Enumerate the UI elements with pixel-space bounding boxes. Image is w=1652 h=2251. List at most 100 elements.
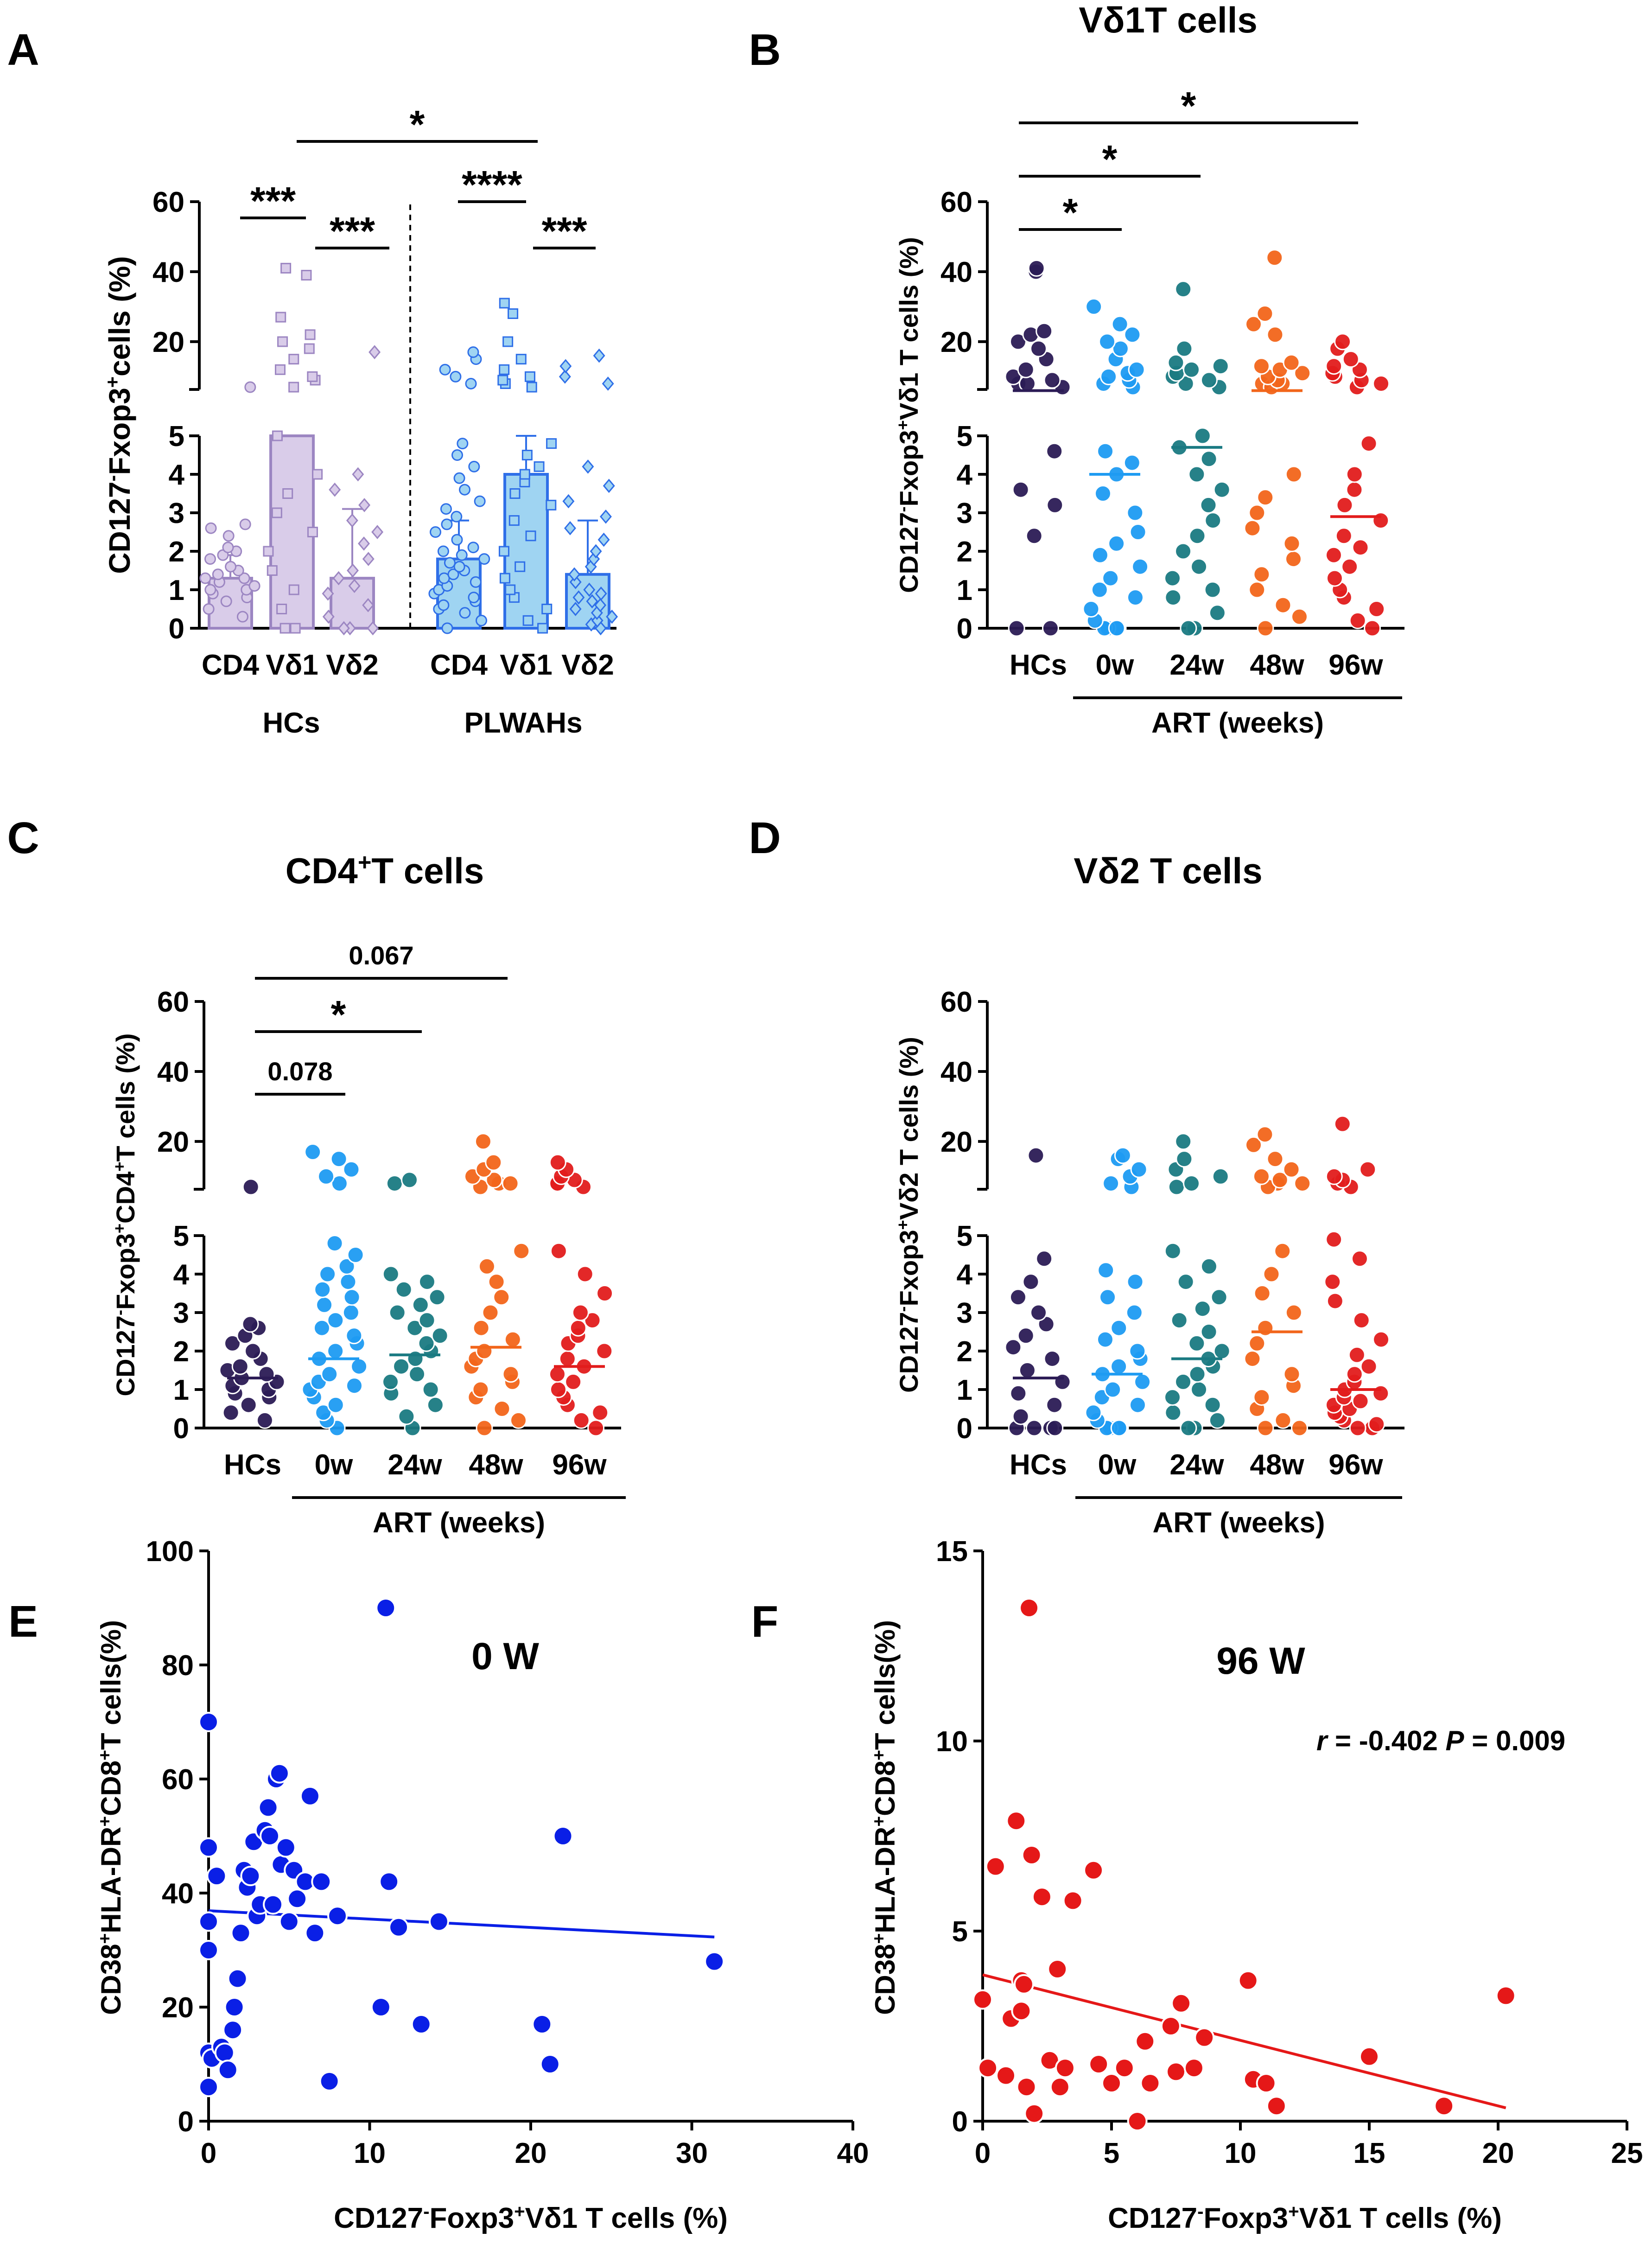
data-point [1336, 496, 1353, 514]
data-point [327, 1906, 348, 1926]
data-point [352, 467, 364, 482]
data-point [1099, 333, 1116, 351]
y-tick-label: 5 [173, 1220, 189, 1252]
data-point [1204, 581, 1221, 599]
data-point [1135, 2031, 1156, 2052]
data-point [465, 377, 477, 389]
data-point [1283, 354, 1300, 371]
y-tick-label: 40 [940, 1056, 972, 1088]
data-point [474, 495, 486, 507]
data-point [1134, 1373, 1151, 1390]
data-point [272, 430, 283, 441]
x-tick-label: 0 [975, 2137, 991, 2169]
data-point [1335, 527, 1353, 545]
data-point [1022, 1273, 1040, 1291]
data-point [362, 552, 375, 566]
data-point [1352, 1392, 1369, 1410]
data-point [1127, 2111, 1148, 2131]
data-point [1256, 1126, 1274, 1143]
data-point [474, 1133, 492, 1150]
data-point [453, 472, 465, 484]
data-point [451, 510, 463, 523]
data-point [276, 604, 287, 614]
data-point [1017, 1327, 1035, 1345]
y-tick-label: 5 [169, 421, 184, 453]
y-tick-label: 2 [173, 1336, 189, 1368]
data-point [1266, 1150, 1284, 1168]
data-point [1030, 340, 1048, 357]
y-tick-label: 5 [952, 1916, 968, 1948]
data-point [263, 1894, 283, 1915]
data-point [312, 469, 323, 480]
chart-title: CD4+T cells [286, 849, 484, 892]
data-point [319, 1265, 337, 1283]
data-point [1175, 340, 1193, 357]
data-point [509, 1411, 527, 1429]
y-tick-label: 2 [957, 536, 972, 568]
data-point [704, 1951, 725, 1972]
data-point [1188, 1365, 1206, 1383]
data-point [1294, 1174, 1311, 1192]
data-point [238, 572, 250, 584]
data-point [198, 2077, 219, 2098]
data-point [1046, 1396, 1063, 1414]
data-point [1112, 340, 1129, 357]
data-point [1177, 1273, 1195, 1291]
y-tick-label: 3 [957, 497, 972, 529]
y-tick-label: 0 [173, 1413, 189, 1445]
x-tick-label: HCs [224, 1449, 281, 1481]
data-point [451, 534, 463, 546]
y-axis-label: CD127-Fxop3+Vδ1 T cells (%) [893, 237, 924, 593]
data-point [1170, 1312, 1188, 1329]
data-point [222, 1404, 240, 1422]
panel-f: 0 5 10 15 0 5 10 15 20 25 96 W CD127-Foxp3+Vδ1 T ce… [869, 1536, 1643, 2234]
y-axis-label: CD38+HLA-DR+CD8+T cells(%) [95, 1620, 127, 2015]
data-point [521, 450, 533, 460]
data-point [1257, 619, 1274, 637]
significance-label: **** [462, 163, 522, 206]
data-point [593, 348, 605, 363]
data-point [1212, 357, 1229, 375]
panel-b: 0 1 2 3 4 5 20 40 60 CD127-Fxop3+Vδ1 T cells (%) V… [893, 0, 1404, 739]
data-point [599, 509, 612, 524]
data-point [472, 1319, 490, 1337]
data-point [1368, 600, 1385, 618]
significance-label: * [1102, 137, 1118, 181]
data-point [972, 1989, 993, 2010]
y-tick-label: 0 [957, 1413, 972, 1445]
data-point [1091, 581, 1108, 599]
data-point [522, 615, 534, 626]
data-point [388, 1304, 406, 1321]
data-point [304, 343, 315, 354]
data-point [222, 542, 234, 554]
y-tick-label: 40 [940, 256, 972, 288]
data-point [1326, 569, 1343, 587]
data-point [1359, 1161, 1377, 1178]
data-point [456, 549, 468, 561]
data-point [502, 1365, 520, 1383]
data-point [499, 573, 510, 584]
data-point [1046, 1419, 1064, 1437]
data-point [1263, 1265, 1280, 1283]
data-point [227, 1968, 248, 1989]
y-tick-label: 40 [157, 1056, 189, 1088]
data-point [1256, 2073, 1277, 2093]
data-point [457, 438, 469, 450]
data-point [537, 623, 548, 634]
chart-title: 96 W [1216, 1640, 1305, 1682]
data-point [327, 1396, 344, 1414]
data-point [1010, 1384, 1027, 1402]
data-point [343, 1161, 360, 1178]
panel-label-d: D [749, 813, 781, 863]
data-point [476, 1342, 493, 1360]
data-point [1351, 1250, 1368, 1268]
significance-label: *** [330, 209, 375, 253]
data-point [493, 1400, 511, 1417]
data-point [407, 1350, 424, 1368]
data-point [1114, 2058, 1135, 2079]
data-point [502, 336, 514, 347]
data-point [1256, 305, 1274, 323]
x-tick-label: 20 [1482, 2137, 1514, 2169]
data-point [485, 1171, 503, 1189]
data-point [1285, 466, 1303, 483]
